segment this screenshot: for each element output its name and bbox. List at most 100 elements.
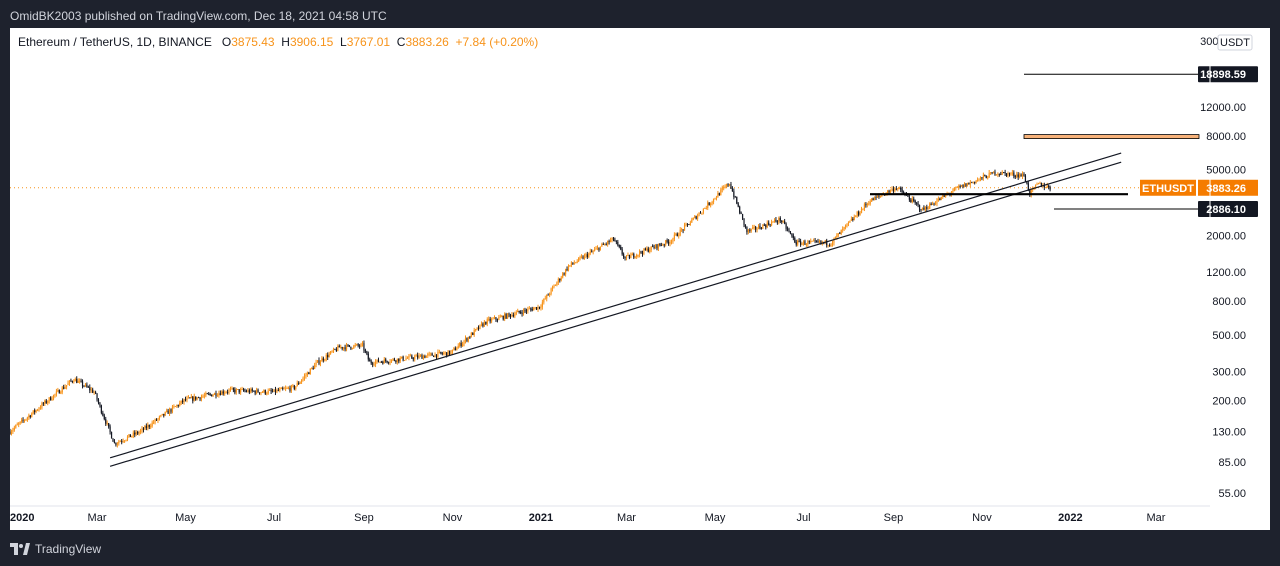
candle-body	[170, 409, 172, 412]
candle-body	[74, 378, 76, 382]
candle-body	[276, 390, 278, 393]
candle-body	[850, 218, 852, 221]
candle-body	[623, 254, 625, 258]
candle-body	[1024, 175, 1027, 182]
candle-body	[134, 432, 136, 435]
candle-body	[624, 257, 626, 258]
candle-body	[77, 380, 79, 383]
candle-body	[998, 173, 1000, 175]
candle-body	[987, 177, 989, 179]
candle-body	[408, 355, 410, 359]
candle-body	[241, 389, 243, 390]
x-tick-label: May	[175, 512, 196, 524]
candle-body	[316, 360, 319, 363]
candle-body	[171, 406, 174, 412]
levels-group[interactable]: 18898.59 2886.10 ETHUSDT 3883.26	[870, 66, 1258, 218]
candle-body	[842, 229, 844, 230]
candle-body	[710, 203, 712, 206]
candle-body	[187, 397, 190, 399]
x-tick-label: Nov	[443, 512, 463, 524]
candle-body	[125, 439, 127, 441]
candle-body	[1010, 173, 1012, 175]
candle-body	[334, 348, 336, 350]
trendline[interactable]	[109, 152, 1122, 459]
candle-body	[118, 441, 120, 444]
candle-body	[702, 208, 705, 213]
candle-body	[343, 347, 345, 349]
candle-body	[65, 385, 68, 387]
candle-body	[1021, 173, 1024, 177]
candle-body	[93, 392, 95, 393]
candle-body	[872, 198, 874, 201]
candle-body	[821, 241, 823, 243]
currency-badge[interactable]: USDT	[1217, 34, 1253, 51]
candle-body	[393, 358, 396, 361]
candle-body	[918, 205, 921, 210]
candle-body	[531, 308, 533, 311]
candle-body	[279, 389, 281, 391]
candle-body	[273, 389, 275, 392]
candle-body	[512, 314, 514, 317]
candle-body	[566, 269, 568, 271]
candle-body	[723, 187, 725, 189]
legend-open-label: O	[221, 35, 232, 49]
level-badge-18898[interactable]: 18898.59	[1198, 66, 1258, 83]
candle-body	[995, 174, 998, 176]
candle-body	[293, 385, 295, 389]
legend-close: 3883.26	[405, 35, 449, 49]
candle-body	[348, 344, 351, 347]
level-zone-8000[interactable]	[1023, 134, 1200, 139]
candle-body	[460, 342, 462, 346]
candle-body	[576, 261, 578, 263]
candle-body	[801, 243, 803, 245]
price-axis[interactable]: 30000.0012000.008000.005000.002000.00120…	[1200, 36, 1246, 500]
time-axis[interactable]: 2020 Mar May Jul Sep Nov 2021 Mar May Jul Sep Nov 20…	[10, 512, 1166, 524]
tradingview-footer[interactable]: TradingView	[10, 540, 101, 558]
candle-body	[254, 391, 256, 394]
candle-body	[290, 385, 293, 391]
candle-body	[712, 198, 715, 202]
candle-body	[927, 208, 929, 210]
trendline[interactable]	[109, 161, 1122, 467]
last-price-badge[interactable]: ETHUSDT 3883.26	[1140, 179, 1258, 196]
candle-body	[782, 221, 784, 223]
candle-body	[138, 432, 140, 434]
candle-body	[300, 380, 303, 383]
candle-body	[447, 350, 449, 356]
candle-body	[483, 321, 485, 327]
candle-body	[434, 354, 436, 357]
candle-body	[940, 196, 942, 200]
candle-body	[1048, 185, 1050, 188]
candle-body	[982, 175, 984, 179]
candle-body	[814, 240, 816, 242]
candle-body	[176, 405, 178, 407]
candle-body	[976, 180, 979, 181]
candle-body	[509, 314, 512, 317]
candle-body	[216, 395, 219, 397]
candle-body	[578, 257, 580, 262]
candle-body	[855, 216, 857, 218]
candle-body	[753, 226, 755, 228]
candle-body	[32, 410, 34, 414]
candle-body	[614, 239, 616, 242]
candle-body	[1013, 172, 1015, 177]
candle-body	[721, 188, 723, 190]
candle-body	[746, 226, 748, 233]
candle-body	[615, 241, 617, 243]
candle-body	[667, 241, 670, 244]
candle-body	[417, 355, 419, 358]
candle-body	[959, 186, 961, 188]
candle-body	[714, 198, 716, 200]
candle-body	[981, 177, 983, 179]
trendlines-group[interactable]	[109, 152, 1122, 467]
level-badge-2886[interactable]: 2886.10	[1198, 201, 1258, 218]
candle-body	[932, 203, 934, 205]
x-tick-label: Jul	[796, 512, 810, 524]
candle-body	[154, 419, 156, 423]
candle-body	[1023, 173, 1025, 176]
candle-body	[686, 223, 689, 225]
candle-body	[148, 425, 150, 427]
candle-body	[277, 390, 279, 391]
